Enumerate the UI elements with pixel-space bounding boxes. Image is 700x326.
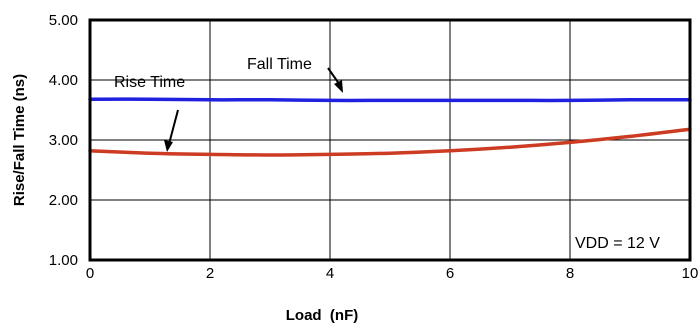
- vdd-annotation: VDD = 12 V: [575, 235, 660, 252]
- y-tick-label: 4.00: [49, 72, 78, 89]
- x-axis-label: Load (nF): [286, 307, 358, 324]
- grid: [90, 20, 690, 260]
- fall-time-line: [88, 97, 692, 103]
- plot-area-frame: [88, 18, 692, 262]
- y-tick-label: 5.00: [49, 12, 78, 29]
- y-axis-label: Rise/Fall Time (ns): [11, 74, 28, 206]
- fall-time-arrow: [327, 67, 343, 93]
- rise-time-line: [88, 127, 692, 157]
- x-tick-label: 4: [326, 265, 334, 282]
- series-lines: [88, 97, 692, 157]
- x-tick-label: 6: [446, 265, 454, 282]
- y-tick-label: 2.00: [49, 192, 78, 209]
- x-tick-label: 0: [86, 265, 94, 282]
- tick-labels: 0 2 4 6 8 10 1.00 2.00 3.00 4.00 5.00: [49, 12, 699, 282]
- x-tick-label: 8: [566, 265, 574, 282]
- fall-time-annotation: Fall Time: [247, 56, 312, 73]
- x-tick-label: 10: [682, 265, 699, 282]
- y-tick-label: 1.00: [49, 252, 78, 269]
- rise-time-annotation: Rise Time: [114, 74, 185, 91]
- y-tick-label: 3.00: [49, 132, 78, 149]
- x-tick-label: 2: [206, 265, 214, 282]
- rise-time-arrow: [164, 109, 179, 152]
